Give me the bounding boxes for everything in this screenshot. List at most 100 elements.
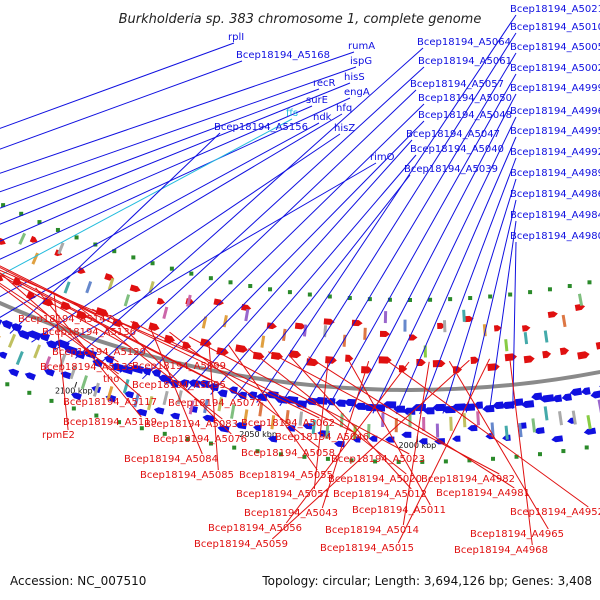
position-marker (150, 261, 155, 266)
gene-features (0, 203, 600, 464)
position-marker (185, 436, 190, 441)
reverse-gene-label: Bcep18194_A5077 (168, 398, 262, 409)
position-marker (408, 298, 412, 302)
position-marker (169, 266, 174, 271)
reverse-gene-label: Bcep18194_A5136 (42, 327, 136, 338)
reverse-gene-arrow (470, 356, 480, 364)
forward-gene-label: recR (313, 78, 336, 89)
forward-gene-label: Bcep18194_A5002 (510, 63, 600, 74)
forward-gene-label: Bcep18194_A5039 (404, 164, 498, 175)
backbone-arc (0, 300, 600, 392)
reverse-gene-label: Bcep18194_A5117 (63, 397, 157, 408)
position-marker (302, 454, 307, 459)
forward-leader-line (0, 60, 243, 150)
map-title: Burkholderia sp. 383 chromosome 1, compl… (119, 12, 482, 27)
cog-block (186, 294, 192, 307)
position-marker (74, 235, 79, 240)
reverse-leader-line (208, 341, 219, 471)
reverse-gene-arrow (95, 307, 109, 317)
forward-gene-arrow (63, 345, 78, 356)
kbp-tick-label: 2000 kbp (399, 441, 437, 450)
forward-gene-label: hisS (344, 72, 365, 83)
forward-gene-arrow (521, 400, 535, 409)
forward-leader-line (256, 14, 517, 403)
reverse-leader-line (35, 287, 142, 418)
genome-summary-text: Topology: circular; Length: 3,694,126 bp… (262, 574, 592, 588)
cog-block (571, 410, 577, 425)
reverse-gene-label: Bcep18194_A4968 (454, 545, 548, 556)
reverse-gene-label: Bcep18194_A5056 (208, 523, 302, 534)
forward-gene-arrow (492, 401, 504, 410)
forward-gene-arrow (423, 407, 435, 415)
position-marker (567, 284, 572, 289)
forward-gene-label: Bcep18194_A5005 (510, 42, 600, 53)
position-marker (528, 290, 533, 295)
cog-block (162, 306, 169, 319)
reverse-gene-label: Bcep18194_A5015 (320, 543, 414, 554)
cog-block (106, 386, 114, 401)
reverse-leader-line (53, 295, 69, 431)
position-marker (468, 296, 473, 301)
forward-leader-line (233, 174, 411, 400)
cog-block (162, 390, 169, 406)
position-marker (428, 297, 433, 302)
cog-block (586, 415, 592, 430)
cog-block (58, 353, 67, 368)
forward-leader-line (164, 120, 425, 385)
reverse-leader-line (285, 361, 410, 524)
position-marker (307, 292, 312, 297)
position-marker (208, 276, 213, 281)
cog-block (504, 339, 509, 352)
forward-gene-arrow (46, 340, 58, 350)
forward-leader-line (279, 32, 517, 407)
position-marker (27, 390, 32, 395)
cog-block (435, 423, 440, 438)
reverse-gene-label: Bcep18194_A4965 (470, 529, 564, 540)
position-marker (162, 431, 167, 436)
reverse-gene-label: Bcep18194_A5055 (239, 470, 333, 481)
forward-gene-arrow (452, 435, 461, 442)
forward-gene-label: Bcep18194_A4996 (510, 106, 600, 117)
cog-block (85, 281, 93, 294)
forward-gene-arrow (590, 390, 600, 399)
reverse-leader-line (388, 361, 589, 508)
reverse-gene-arrow (432, 360, 446, 368)
reverse-gene-label: Bcep18194_A5119 (63, 417, 157, 428)
cog-block (462, 413, 467, 428)
cog-block (577, 293, 584, 306)
cog-block (504, 425, 509, 440)
forward-gene-arrow (533, 427, 545, 434)
cog-block (230, 404, 236, 419)
reverse-leader-line (0, 274, 131, 348)
cog-block (462, 309, 466, 322)
cog-block (270, 415, 276, 430)
position-marker (584, 445, 589, 450)
cog-block (57, 242, 65, 255)
reverse-leader-line (248, 348, 407, 475)
reverse-gene-label: Bcep18194_A5011 (352, 505, 446, 516)
forward-gene-label: Bcep18194_A5064 (417, 37, 511, 48)
cog-block (597, 399, 600, 414)
reverse-gene-label: Bcep18194_A5076 (153, 434, 247, 445)
cog-block (383, 311, 388, 324)
reverse-gene-label: Bcep18194_A5014 (325, 525, 419, 536)
position-marker (94, 413, 99, 418)
forward-leader-line (395, 136, 517, 415)
reverse-leader-line (0, 282, 119, 363)
cog-block (33, 344, 42, 359)
cog-block (394, 418, 398, 433)
reverse-leader-line (321, 360, 370, 509)
cog-block (201, 316, 208, 329)
position-marker (373, 459, 378, 464)
cog-block (80, 375, 88, 390)
cog-block (561, 314, 567, 328)
reverse-gene-arrow (361, 366, 373, 374)
cog-block (408, 413, 412, 428)
forward-gene-arrow (170, 412, 181, 420)
forward-leader-line (0, 88, 320, 209)
reverse-leader-line (509, 356, 533, 546)
forward-gene-arrow (202, 414, 215, 423)
reverse-gene-label: Bcep18194_A5046 (275, 432, 369, 443)
cog-block (258, 402, 264, 417)
